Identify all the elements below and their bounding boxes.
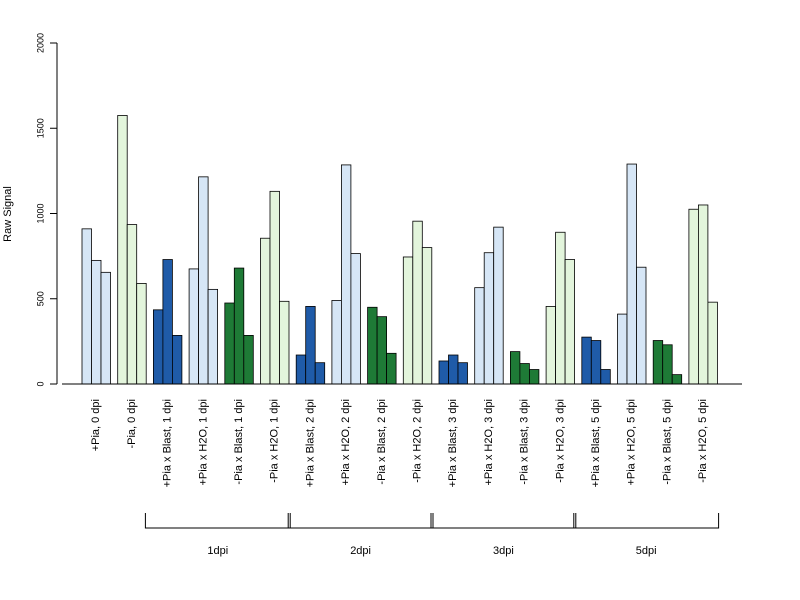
bar	[457, 362, 468, 385]
category-label: -Pia x H2O, 1 dpi	[269, 399, 281, 483]
bar	[545, 306, 556, 385]
bar	[688, 208, 699, 385]
bar	[367, 306, 378, 385]
category-label: +Pia x Blast, 1 dpi	[162, 399, 174, 487]
category-label: -Pia x H2O, 2 dpi	[411, 399, 423, 483]
bar	[340, 164, 352, 385]
bar	[188, 268, 200, 385]
category-label: +Pia x Blast, 2 dpi	[304, 399, 316, 487]
category-label: -Pia x Blast, 1 dpi	[233, 399, 245, 485]
bar	[671, 374, 683, 385]
bar	[314, 362, 326, 385]
bar	[198, 176, 209, 385]
bar	[152, 309, 164, 385]
bar	[171, 335, 183, 385]
bar	[662, 344, 673, 385]
bar	[626, 163, 637, 385]
y-tick-label: 0	[35, 381, 45, 386]
bar	[269, 190, 280, 385]
bar	[555, 231, 566, 385]
bar	[386, 352, 397, 385]
y-tick-label: 500	[35, 291, 45, 306]
category-label: -Pia x H2O, 5 dpi	[697, 399, 709, 483]
y-tick-label: 1500	[35, 118, 45, 138]
bar	[564, 259, 575, 385]
group-label: 5dpi	[636, 545, 657, 557]
category-label: -Pia x Blast, 5 dpi	[661, 399, 673, 485]
category-label: -Pia x Blast, 2 dpi	[376, 399, 388, 485]
bar	[117, 115, 128, 385]
category-label: +Pia x Blast, 3 dpi	[447, 399, 459, 487]
bar	[224, 302, 235, 385]
bar	[581, 336, 592, 385]
bar	[438, 360, 449, 385]
y-tick-label: 1000	[35, 203, 45, 223]
bar	[126, 224, 138, 385]
bar	[81, 228, 92, 385]
bar	[279, 300, 290, 385]
y-axis-label: Raw Signal	[2, 186, 14, 242]
bar	[529, 369, 540, 385]
bar	[448, 354, 459, 385]
bar	[483, 252, 495, 385]
bar	[260, 237, 271, 385]
bar	[376, 316, 388, 385]
y-axis: 0 500 1000 1500 2000	[35, 33, 58, 387]
bar	[636, 266, 647, 385]
bar	[600, 369, 611, 385]
category-label: +Pia x H2O, 3 dpi	[483, 399, 495, 486]
bar	[698, 204, 709, 385]
bar	[402, 256, 414, 385]
bar	[493, 226, 504, 385]
bar	[331, 300, 342, 385]
bar	[509, 351, 521, 385]
group-bracket	[573, 513, 720, 529]
category-label: +Pia x H2O, 2 dpi	[340, 399, 352, 486]
bar	[233, 267, 245, 385]
bar	[519, 363, 530, 385]
group-brackets: 1dpi 2dpi 3dpi 5dpi	[144, 513, 720, 557]
bar	[421, 247, 433, 385]
bar	[162, 259, 173, 385]
bar	[652, 340, 664, 385]
bar	[617, 313, 628, 385]
bar	[350, 253, 361, 385]
bar	[100, 271, 111, 385]
category-label: +Pia x H2O, 5 dpi	[626, 399, 638, 486]
bar	[305, 306, 316, 385]
bar	[91, 259, 102, 385]
bar	[590, 340, 602, 385]
bar	[707, 301, 718, 385]
category-label: -Pia x H2O, 3 dpi	[554, 399, 566, 483]
bar	[243, 335, 254, 385]
bar	[207, 288, 219, 385]
group-bracket	[430, 513, 577, 529]
category-label: +Pia x Blast, 5 dpi	[590, 399, 602, 487]
bars	[81, 115, 718, 385]
group-bracket	[144, 513, 291, 529]
group-bracket	[287, 513, 434, 529]
bar	[136, 283, 147, 385]
group-label: 3dpi	[493, 545, 514, 557]
bar	[295, 354, 307, 385]
y-tick-label: 2000	[35, 33, 45, 53]
group-label: 2dpi	[350, 545, 371, 557]
group-label: 1dpi	[207, 545, 228, 557]
category-label: -Pia, 0 dpi	[126, 399, 138, 449]
category-labels: +Pia, 0 dpi -Pia, 0 dpi +Pia x Blast, 1 dp…	[90, 399, 709, 487]
category-label: +Pia, 0 dpi	[90, 399, 102, 451]
bar	[412, 220, 423, 385]
bar	[474, 287, 485, 385]
category-label: -Pia x Blast, 3 dpi	[519, 399, 531, 485]
category-label: +Pia x H2O, 1 dpi	[197, 399, 209, 486]
